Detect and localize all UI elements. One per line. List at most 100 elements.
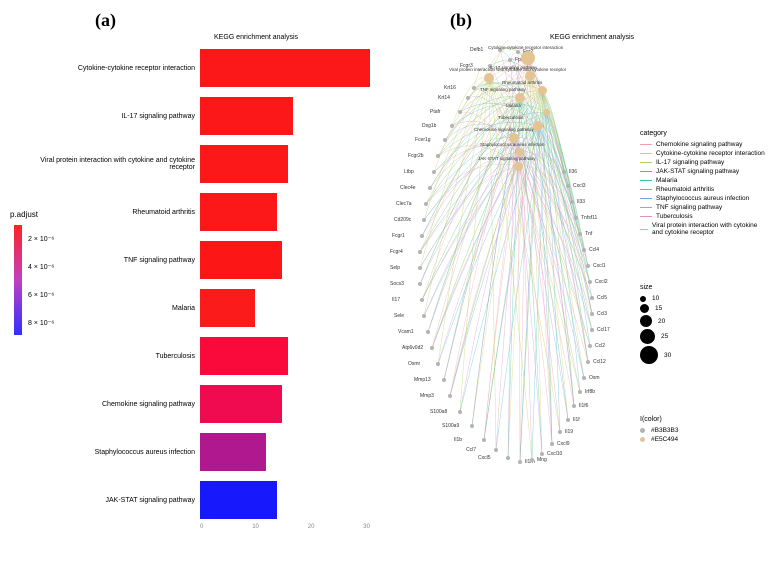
legend-row: JAK-STAT signaling pathway [640,168,765,175]
gene-label: Selp [390,265,400,271]
size-row: 30 [640,346,671,364]
network-edge [438,78,489,364]
size-label: 15 [655,305,662,312]
gene-label: Atp6v0d2 [402,345,423,351]
hub-label: Viral protein interaction with cytokine … [449,67,566,72]
bar-row: JAK-STAT signaling pathway [200,476,277,524]
gene-node [588,344,592,348]
padj-tick: 4 × 10⁻⁶ [28,263,54,271]
gene-node [508,58,512,62]
color-dot [640,437,645,442]
gene-node [578,232,582,236]
gene-label: Cxcl9 [557,441,570,447]
gene-label: Il36 [569,169,577,175]
gene-node [550,442,554,446]
legend-label: TNF signaling pathway [656,204,722,211]
gene-node [586,264,590,268]
gene-node [590,312,594,316]
gene-node [562,170,566,174]
size-label: 20 [658,318,665,325]
x-tick: 0 [200,524,203,530]
legend-row: Staphylococcus aureus infection [640,195,765,202]
gene-node [574,216,578,220]
gene-node [518,460,522,464]
gene-node [448,394,452,398]
bar-label: Chemokine signaling pathway [15,401,195,408]
panel-b: (b) KEGG enrichment analysis Defb1Fpr2Fp… [380,10,767,561]
panel-a: (a) KEGG enrichment analysis p.adjust 2 … [10,10,380,561]
panel-b-label: (b) [450,10,472,31]
gene-label: Tnfsf11 [581,215,597,221]
gene-label: Ccl3 [597,311,607,317]
color-label: #E5C494 [651,436,678,443]
gene-node [436,154,440,158]
gene-label: Mng [537,457,547,463]
hub-label: Chemokine signaling pathway [474,127,534,132]
gene-node [586,360,590,364]
gene-node [482,438,486,442]
gene-node [540,452,544,456]
gene-node [420,298,424,302]
gene-node [566,418,570,422]
bar-label: Cytokine-cytokine receptor interaction [15,65,195,72]
hub-node [484,73,494,83]
legend-row: Rheumatoid arthritis [640,186,765,193]
gene-node [428,186,432,190]
gene-node [422,314,426,318]
padj-tick: 2 × 10⁻⁶ [28,235,54,243]
gene-label: Cxcl10 [547,451,562,457]
gene-node [572,404,576,408]
bar-row: Tuberculosis [200,332,288,380]
gene-node [422,218,426,222]
legend-swatch [640,171,652,172]
bar-row: Chemokine signaling pathway [200,380,282,428]
gene-label: Ccl4 [589,247,599,253]
size-label: 30 [664,352,671,359]
legend-label: Chemokine signaling pathway [656,141,742,148]
legend-row: Viral protein interaction with cytokine … [640,222,765,236]
category-legend-title: category [640,130,765,137]
gene-label: Il33 [577,199,585,205]
size-dot [640,296,646,302]
bar [200,337,288,375]
padj-tick: 6 × 10⁻⁶ [28,291,54,299]
hub-label: JAK-STAT signaling pathway [478,156,536,161]
gene-node [590,296,594,300]
legend-swatch [640,144,652,145]
gene-label: Krt16 [444,85,456,91]
bar-row: Malaria [200,284,255,332]
legend-swatch [640,207,652,208]
gene-node [418,250,422,254]
gene-node [436,362,440,366]
legend-swatch [640,216,652,217]
panel-a-title: KEGG enrichment analysis [214,34,298,41]
gene-node [418,266,422,270]
gene-label: Cxcl3 [573,183,586,189]
size-legend: size 1015202530 [640,284,671,366]
gene-node [420,234,424,238]
legend-label: Viral protein interaction with cytokine … [652,222,765,236]
hub-label: Cytokine-cytokine receptor interaction [488,45,563,50]
gene-node [506,456,510,460]
gene-label: Ccl7 [466,447,476,453]
gene-label: Fcgr2b [408,153,424,159]
legend-swatch [640,189,652,190]
hub-node [543,109,550,116]
legend-label: Staphylococcus aureus infection [656,195,749,202]
gene-label: S100a8 [430,409,447,415]
gene-node [443,138,447,142]
bar-row: Rheumatoid arthritis [200,188,277,236]
gene-node [588,280,592,284]
gene-label: Socs3 [390,281,404,287]
bar-row: Cytokine-cytokine receptor interaction [200,44,370,92]
gene-label: Cxcl5 [478,455,491,461]
hub-node [538,86,547,95]
size-dot [640,315,652,327]
size-row: 20 [640,315,671,327]
category-legend: category Chemokine signaling pathwayCyto… [640,130,765,238]
color-dot [640,428,645,433]
bar [200,49,370,87]
hub-node [521,51,535,65]
bar-label: Rheumatoid arthritis [15,209,195,216]
gene-label: Ccl12 [593,359,606,365]
